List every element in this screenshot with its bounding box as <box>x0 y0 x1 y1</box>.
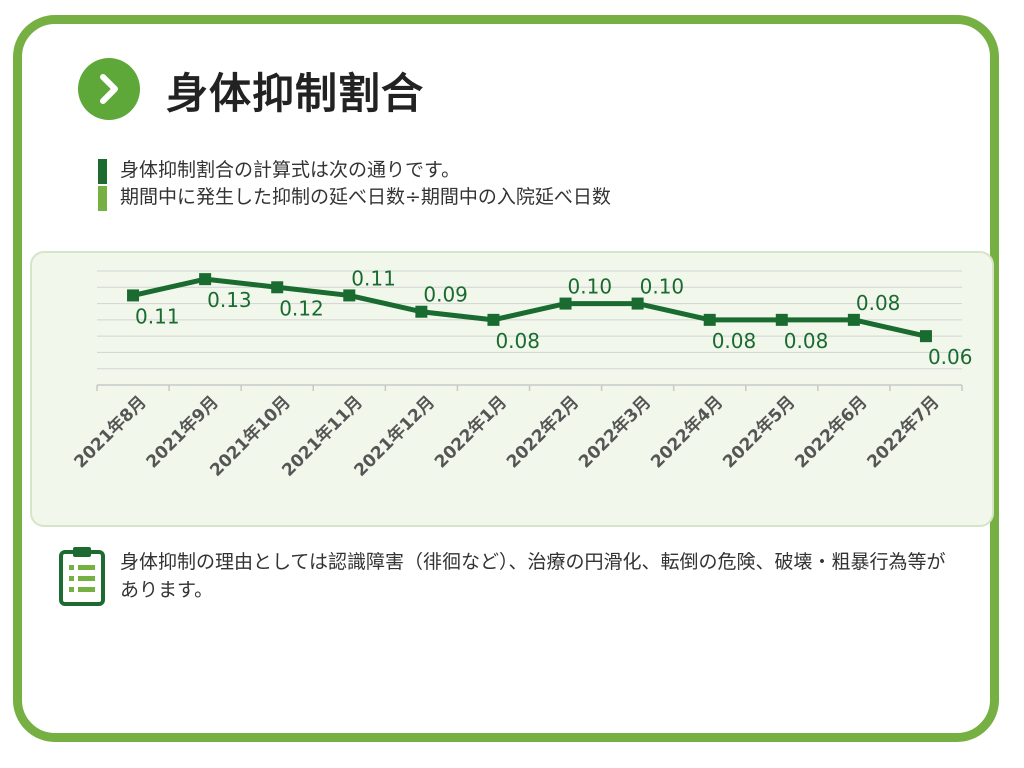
clipboard-checklist-icon <box>59 547 105 606</box>
formula-bar-dark <box>98 159 107 184</box>
x-tick-label: 2021年8月 <box>70 392 151 473</box>
formula-text-1: 身体抑制割合の計算式は次の通りです。 <box>120 159 461 181</box>
data-label: 0.11 <box>351 266 396 290</box>
data-label: 0.08 <box>856 291 901 315</box>
data-label: 0.08 <box>784 329 829 353</box>
formula-text-2: 期間中に発生した抑制の延べ日数÷期間中の入院延べ日数 <box>120 186 611 208</box>
x-tick-label: 2022年4月 <box>647 392 728 473</box>
data-label: 0.08 <box>712 329 757 353</box>
data-point <box>631 297 644 310</box>
data-label: 0.09 <box>423 283 468 307</box>
data-label: 0.10 <box>640 275 685 299</box>
data-point <box>919 330 932 343</box>
formula-line-2: 期間中に発生した抑制の延べ日数÷期間中の入院延べ日数 <box>98 184 611 211</box>
x-tick-label: 2021年9月 <box>142 392 223 473</box>
data-label: 0.11 <box>135 304 180 328</box>
chart-series <box>127 273 932 343</box>
chart-panel <box>30 251 994 527</box>
data-labels: 0.11 0.13 0.12 0.11 0.09 0.08 0.10 0.10 0.08 0.08… <box>135 266 972 369</box>
data-label: 0.12 <box>279 296 324 320</box>
data-point <box>703 313 716 326</box>
x-tick-label: 2022年6月 <box>791 392 872 473</box>
x-tick-labels: 2021年8月2021年9月2021年10月2021年11月2021年12月20… <box>70 392 944 481</box>
x-tick-label: 2022年7月 <box>863 392 944 473</box>
formula-bar-light <box>98 186 107 211</box>
chevron-right-icon <box>78 58 140 120</box>
data-point <box>775 313 788 326</box>
series-line <box>132 276 927 339</box>
x-axis <box>96 384 963 391</box>
data-point <box>199 273 212 286</box>
data-point <box>127 289 140 302</box>
data-point <box>487 313 500 326</box>
x-tick-label: 2022年5月 <box>719 392 800 473</box>
x-tick-label: 2022年3月 <box>574 392 655 473</box>
note-text: 身体抑制の理由としては認識障害（徘徊など）、治療の円滑化、転倒の危険、破壊・粗暴… <box>120 551 946 601</box>
data-point <box>271 281 284 294</box>
data-point <box>847 313 860 326</box>
x-tick-label: 2022年2月 <box>502 392 583 473</box>
data-label: 0.10 <box>568 275 613 299</box>
data-label: 0.13 <box>207 288 252 312</box>
data-point <box>559 297 572 310</box>
line-chart: 0.11 0.13 0.12 0.11 0.09 0.08 0.10 0.10 0.08 0.08… <box>70 266 973 481</box>
formula-block: 身体抑制割合の計算式は次の通りです。 期間中に発生した抑制の延べ日数÷期間中の入… <box>98 157 611 211</box>
data-label: 0.06 <box>928 345 973 369</box>
x-tick-label: 2022年1月 <box>430 392 511 473</box>
data-label: 0.08 <box>495 329 540 353</box>
data-point <box>415 305 428 318</box>
data-point <box>343 289 356 302</box>
page-title: 身体抑制割合 <box>166 69 425 118</box>
formula-line-1: 身体抑制割合の計算式は次の通りです。 <box>98 157 611 184</box>
